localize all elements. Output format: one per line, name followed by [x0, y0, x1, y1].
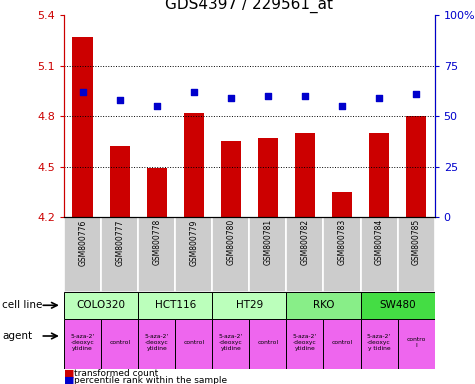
Text: contro
l: contro l — [407, 337, 426, 348]
Text: GSM800782: GSM800782 — [301, 219, 309, 265]
Bar — [249, 319, 286, 369]
Bar — [295, 133, 315, 217]
Bar — [361, 217, 398, 292]
Text: GSM800780: GSM800780 — [227, 219, 235, 265]
Text: control: control — [332, 340, 352, 345]
Text: GSM800781: GSM800781 — [264, 219, 272, 265]
Text: RKO: RKO — [313, 300, 334, 310]
Text: 5-aza-2'
-deoxyc
y tidine: 5-aza-2' -deoxyc y tidine — [367, 334, 391, 351]
Bar — [286, 292, 361, 319]
Text: control: control — [257, 340, 278, 345]
Text: GSM800779: GSM800779 — [190, 219, 198, 266]
Bar — [73, 37, 93, 217]
Bar — [64, 292, 138, 319]
Bar — [110, 146, 130, 217]
Text: 5-aza-2'
-deoxyc
ytidine: 5-aza-2' -deoxyc ytidine — [219, 334, 243, 351]
Bar — [398, 217, 435, 292]
Point — [79, 89, 86, 95]
Point — [227, 95, 235, 101]
Text: 5-aza-2'
-deoxyc
ytidine: 5-aza-2' -deoxyc ytidine — [145, 334, 169, 351]
Point — [190, 89, 198, 95]
Bar — [323, 319, 361, 369]
Text: GSM800784: GSM800784 — [375, 219, 383, 265]
Bar — [212, 217, 249, 292]
Bar — [64, 319, 101, 369]
Point — [153, 103, 161, 109]
Bar — [286, 319, 323, 369]
Text: cell line: cell line — [2, 300, 43, 310]
Bar — [361, 319, 398, 369]
Bar — [101, 217, 138, 292]
Bar — [147, 168, 167, 217]
Bar — [64, 217, 101, 292]
Bar — [361, 292, 435, 319]
Text: transformed count: transformed count — [74, 369, 158, 378]
Bar — [398, 319, 435, 369]
Bar — [175, 319, 212, 369]
Point — [338, 103, 346, 109]
Text: GSM800778: GSM800778 — [152, 219, 161, 265]
Text: control: control — [109, 340, 130, 345]
Text: GSM800777: GSM800777 — [115, 219, 124, 266]
Bar — [286, 217, 323, 292]
Bar — [101, 319, 138, 369]
Bar — [138, 319, 175, 369]
Bar — [323, 217, 361, 292]
Bar — [406, 116, 426, 217]
Text: HCT116: HCT116 — [155, 300, 196, 310]
Text: agent: agent — [2, 331, 32, 341]
Bar — [184, 113, 204, 217]
Text: control: control — [183, 340, 204, 345]
Text: ■: ■ — [64, 375, 75, 384]
Text: 5-aza-2'
-deoxyc
ytidine: 5-aza-2' -deoxyc ytidine — [293, 334, 317, 351]
Bar — [138, 217, 175, 292]
Text: 5-aza-2'
-deoxyc
ytidine: 5-aza-2' -deoxyc ytidine — [71, 334, 95, 351]
Text: GSM800783: GSM800783 — [338, 219, 346, 265]
Bar — [212, 319, 249, 369]
Bar — [258, 138, 278, 217]
Point — [375, 95, 383, 101]
Bar — [212, 292, 286, 319]
Point — [301, 93, 309, 99]
Text: GSM800776: GSM800776 — [78, 219, 87, 266]
Title: GDS4397 / 229561_at: GDS4397 / 229561_at — [165, 0, 333, 13]
Point — [412, 91, 420, 97]
Bar — [175, 217, 212, 292]
Bar — [138, 292, 212, 319]
Text: COLO320: COLO320 — [76, 300, 126, 310]
Point — [264, 93, 272, 99]
Bar — [249, 217, 286, 292]
Bar — [369, 133, 389, 217]
Point — [116, 97, 124, 103]
Text: HT29: HT29 — [236, 300, 263, 310]
Text: ■: ■ — [64, 368, 75, 378]
Text: GSM800785: GSM800785 — [412, 219, 420, 265]
Bar — [332, 192, 352, 217]
Bar — [221, 141, 241, 217]
Text: percentile rank within the sample: percentile rank within the sample — [74, 376, 227, 384]
Text: SW480: SW480 — [379, 300, 416, 310]
